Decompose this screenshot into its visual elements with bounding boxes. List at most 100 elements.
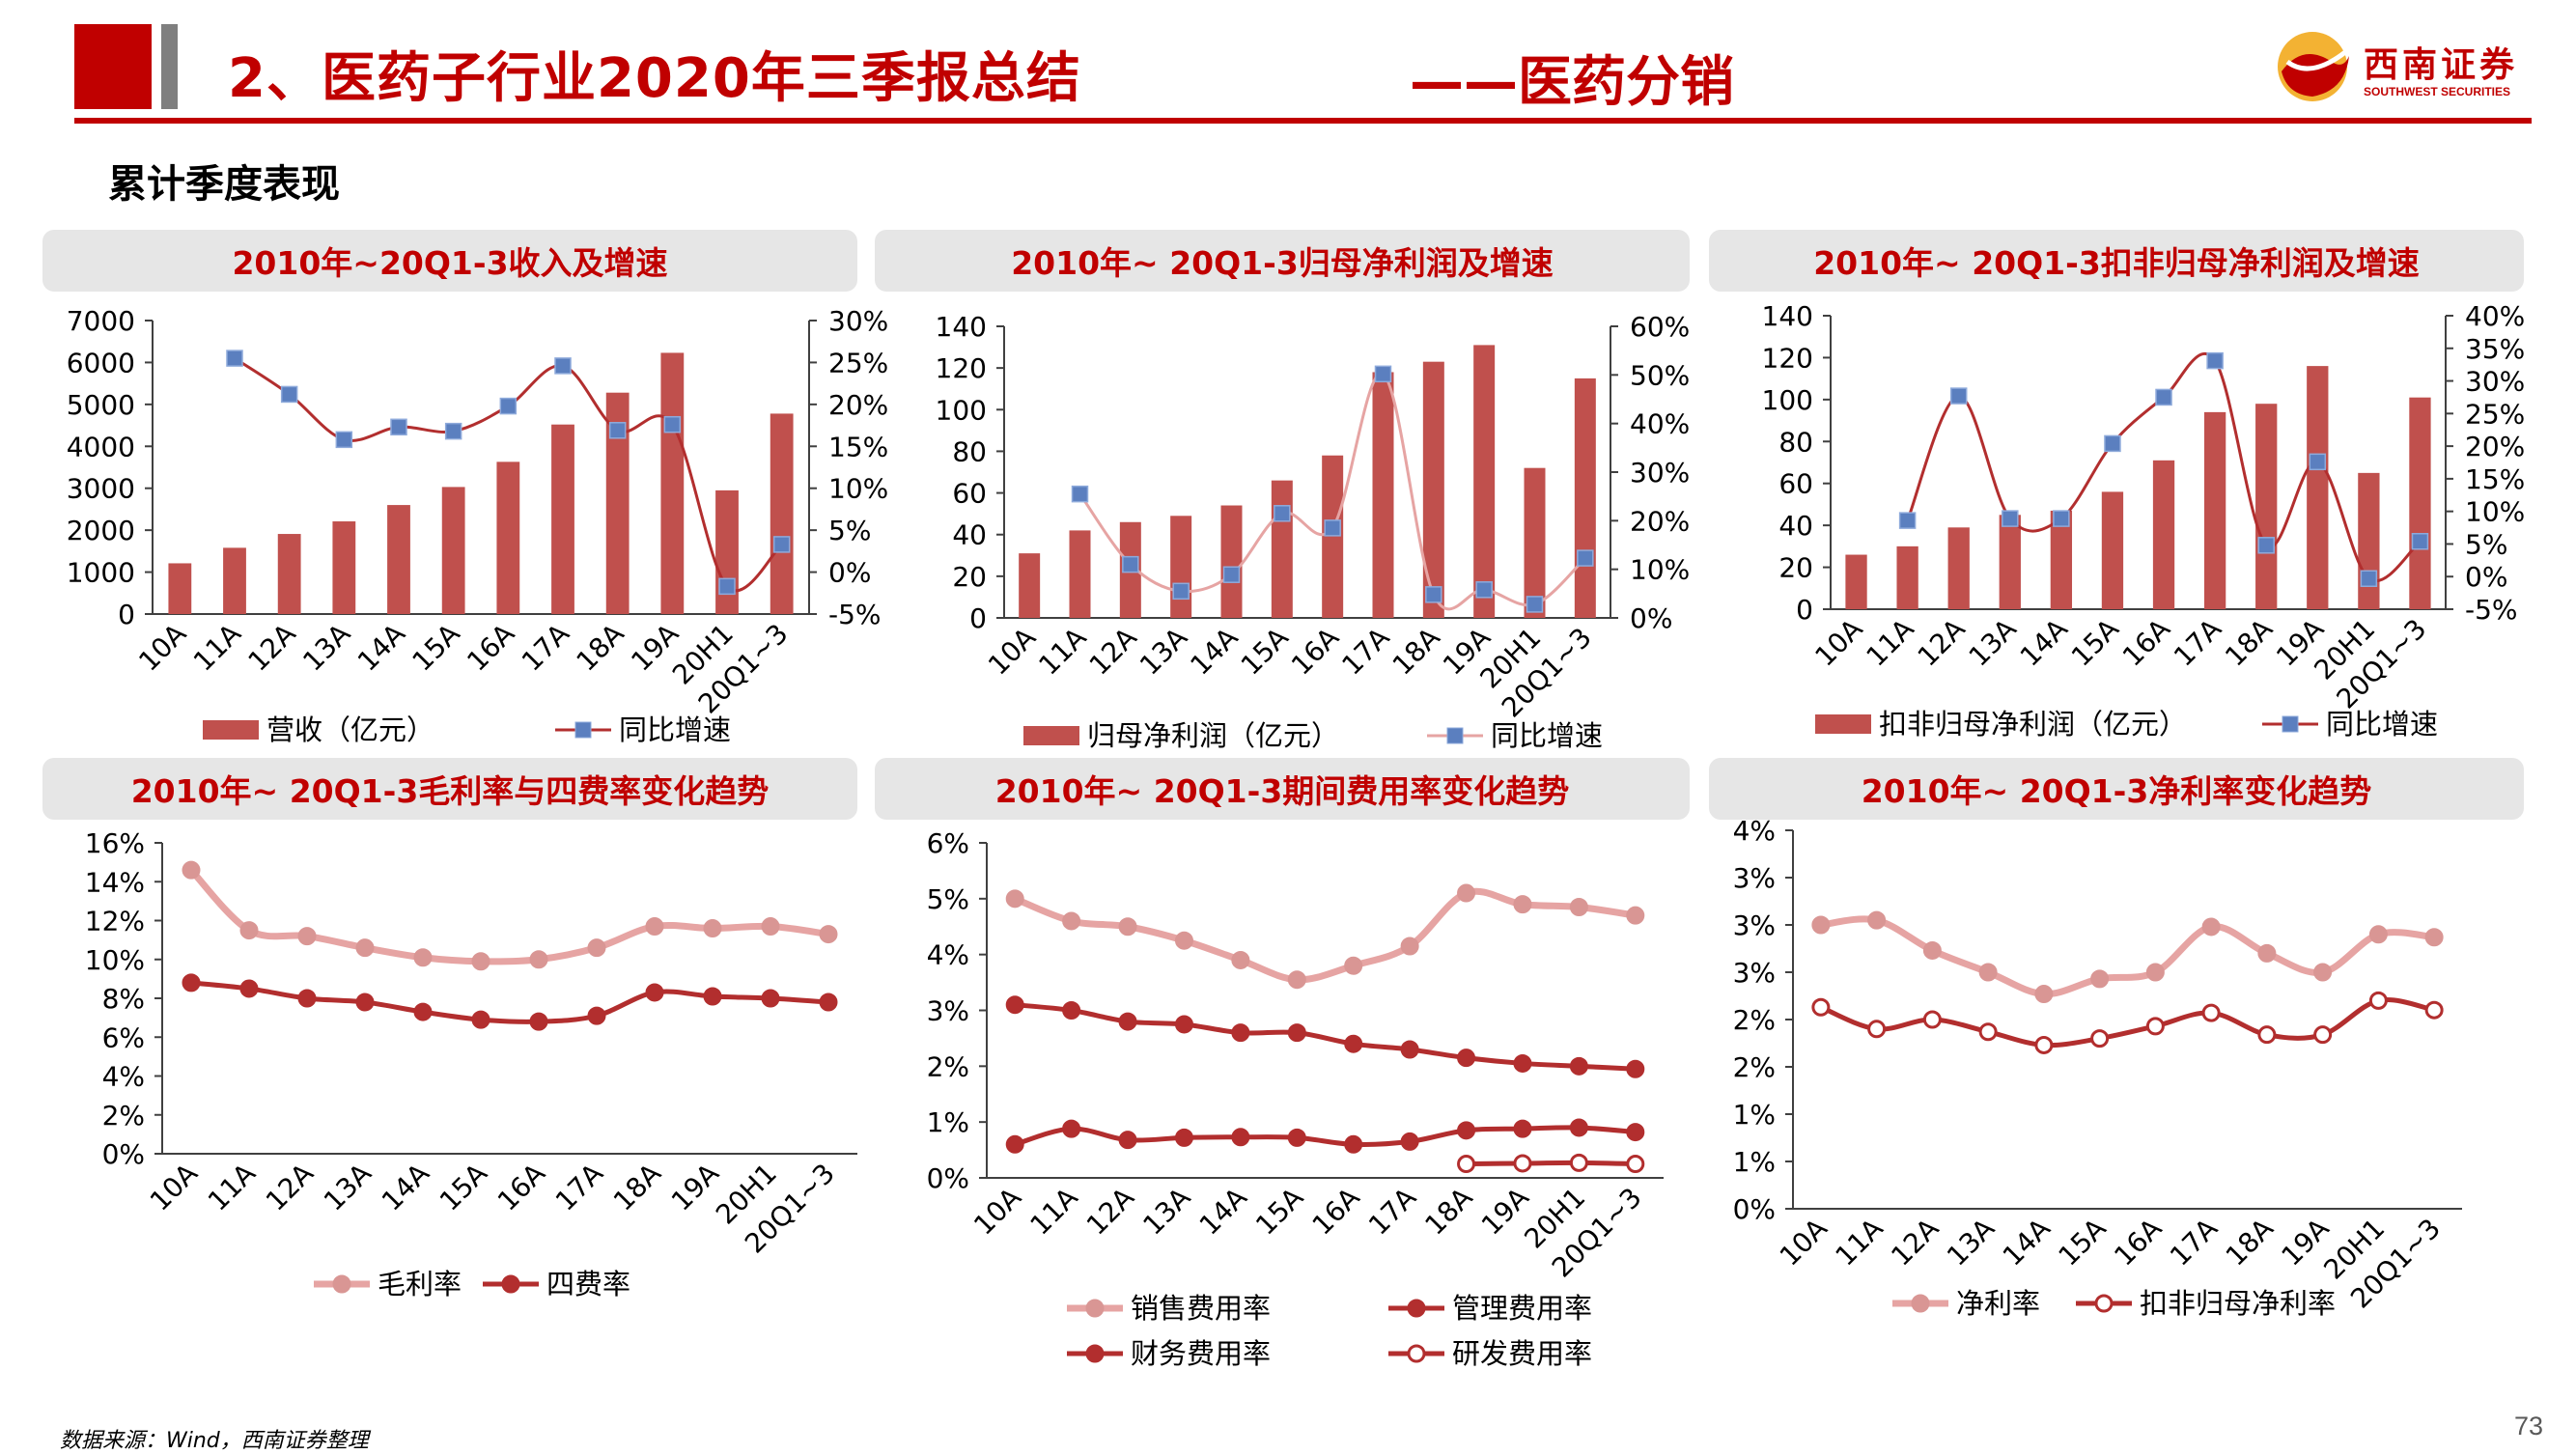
point-marker <box>239 921 259 940</box>
legend-swatch-marker <box>1085 1299 1105 1318</box>
y-tick-label-right: 10% <box>828 473 888 505</box>
legend-swatch-bar <box>1023 726 1079 745</box>
x-tick-label: 17A <box>1335 622 1395 682</box>
point-marker <box>529 1012 548 1031</box>
bar <box>1069 530 1091 618</box>
y-tick-label-left: 1% <box>1733 1146 1776 1178</box>
data-source-note: 数据来源：Wind，西南证券整理 <box>60 1429 369 1453</box>
y-tick-label-left: 4% <box>1733 815 1776 847</box>
x-tick-label: 18A <box>1418 1182 1478 1242</box>
x-tick-label: 15A <box>2052 1213 2112 1272</box>
bar <box>2152 460 2175 609</box>
x-tick-label: 16A <box>1285 622 1345 682</box>
series-line <box>1013 887 1637 984</box>
point-marker <box>1475 581 1493 599</box>
x-tick-label: 16A <box>461 618 520 678</box>
legend-label: 营收（亿元） <box>266 713 434 746</box>
legend-swatch-marker <box>2282 715 2299 733</box>
point-marker <box>1287 1128 1306 1147</box>
point-marker <box>2368 991 2388 1010</box>
legend-swatch-marker <box>1446 727 1464 744</box>
point-marker <box>2309 453 2327 471</box>
point-marker <box>587 1006 606 1025</box>
legend-label: 管理费用率 <box>1452 1292 1592 1325</box>
x-tick-label: 16A <box>491 1158 551 1217</box>
y-tick-label-left: 60 <box>952 478 987 510</box>
bar <box>770 413 794 614</box>
point-marker <box>1344 1034 1363 1053</box>
x-tick-label: 17A <box>549 1158 609 1217</box>
point-marker <box>1922 940 1942 960</box>
point-marker <box>663 415 682 433</box>
y-tick-label-left: 2% <box>927 1050 969 1082</box>
y-tick-label-left: 80 <box>952 435 987 467</box>
y-tick-label-left: 0 <box>969 602 987 634</box>
y-tick-label-left: 40 <box>1778 510 1813 542</box>
point-marker <box>2257 537 2275 554</box>
y-tick-label-right: 20% <box>828 389 888 421</box>
point-marker <box>1231 950 1250 969</box>
y-tick-label-left: 4000 <box>67 431 135 462</box>
x-tick-label: 17A <box>2164 1213 2224 1272</box>
bar <box>1473 345 1496 618</box>
point-marker <box>335 431 353 449</box>
x-tick-label: 16A <box>2116 613 2176 673</box>
point-marker <box>1922 1010 1942 1029</box>
legend-label: 扣非归母净利润（亿元） <box>1879 708 2187 741</box>
legend-label: 销售费用率 <box>1131 1292 1271 1325</box>
x-tick-label: 18A <box>2220 1213 2280 1272</box>
y-tick-label-left: 0 <box>118 599 135 630</box>
y-tick-label-left: 1% <box>927 1106 969 1138</box>
point-marker <box>1898 512 1917 529</box>
point-marker <box>1062 1001 1081 1020</box>
chart-deducted_profit: 02040608010012014010A11A12A13A14A15A16A1… <box>1762 300 2526 741</box>
point-marker <box>718 577 736 596</box>
y-tick-label-left: 6% <box>102 1021 145 1053</box>
x-tick-label: 15A <box>406 618 466 678</box>
series-line <box>188 867 829 965</box>
point-marker <box>1457 883 1476 903</box>
y-tick-label-right: 10% <box>1630 554 1690 586</box>
y-tick-label-left: 6% <box>927 827 969 859</box>
point-marker <box>355 938 375 958</box>
y-tick-label-left: 16% <box>85 827 145 859</box>
chart-title-net-profit: 2010年~ 20Q1-3归母净利润及增速 <box>875 230 1690 292</box>
y-tick-label-left: 2000 <box>67 515 135 546</box>
point-marker <box>1118 1131 1137 1150</box>
y-tick-label-left: 120 <box>1762 342 1813 374</box>
x-tick-label: 18A <box>1386 622 1446 682</box>
x-tick-label: 14A <box>2014 613 2074 673</box>
point-marker <box>297 927 317 946</box>
y-tick-label-right: 20% <box>2465 431 2525 462</box>
bar <box>551 424 574 614</box>
y-tick-label-left: 5000 <box>67 389 135 421</box>
y-tick-label-left: 20 <box>1778 552 1813 584</box>
x-tick-label: 11A <box>1032 622 1092 682</box>
y-tick-label-left: 12% <box>85 906 145 937</box>
point-marker <box>2201 917 2221 937</box>
y-tick-label-left: 3% <box>1733 862 1776 894</box>
point-marker <box>1274 505 1291 522</box>
bar <box>2101 491 2124 609</box>
chart-revenue: 0 1000 2000 3000 4000 5000 6000 7000 10A11A12A13… <box>67 305 889 746</box>
point-marker <box>2053 510 2070 527</box>
x-tick-label: 15A <box>1249 1182 1309 1242</box>
bar <box>660 352 685 614</box>
y-tick-label-right: 30% <box>1630 457 1690 489</box>
point-marker <box>1062 1119 1081 1138</box>
y-tick-label-right: 50% <box>1630 359 1690 391</box>
legend-swatch-marker <box>332 1274 351 1294</box>
y-tick-label-left: 40 <box>952 519 987 551</box>
bar <box>1170 516 1192 618</box>
point-marker <box>2424 1000 2444 1020</box>
point-marker <box>1569 898 1588 917</box>
y-tick-label-right: 5% <box>828 515 871 546</box>
header-divider <box>74 118 2532 124</box>
y-tick-label-left: 0% <box>1733 1193 1776 1225</box>
y-tick-label-right: 0% <box>1630 602 1672 634</box>
y-tick-label-left: 4% <box>102 1061 145 1093</box>
x-tick-label: 15A <box>434 1158 493 1217</box>
y-tick-label-left: 140 <box>936 311 987 343</box>
bar <box>168 563 192 614</box>
bar <box>1845 554 1867 609</box>
